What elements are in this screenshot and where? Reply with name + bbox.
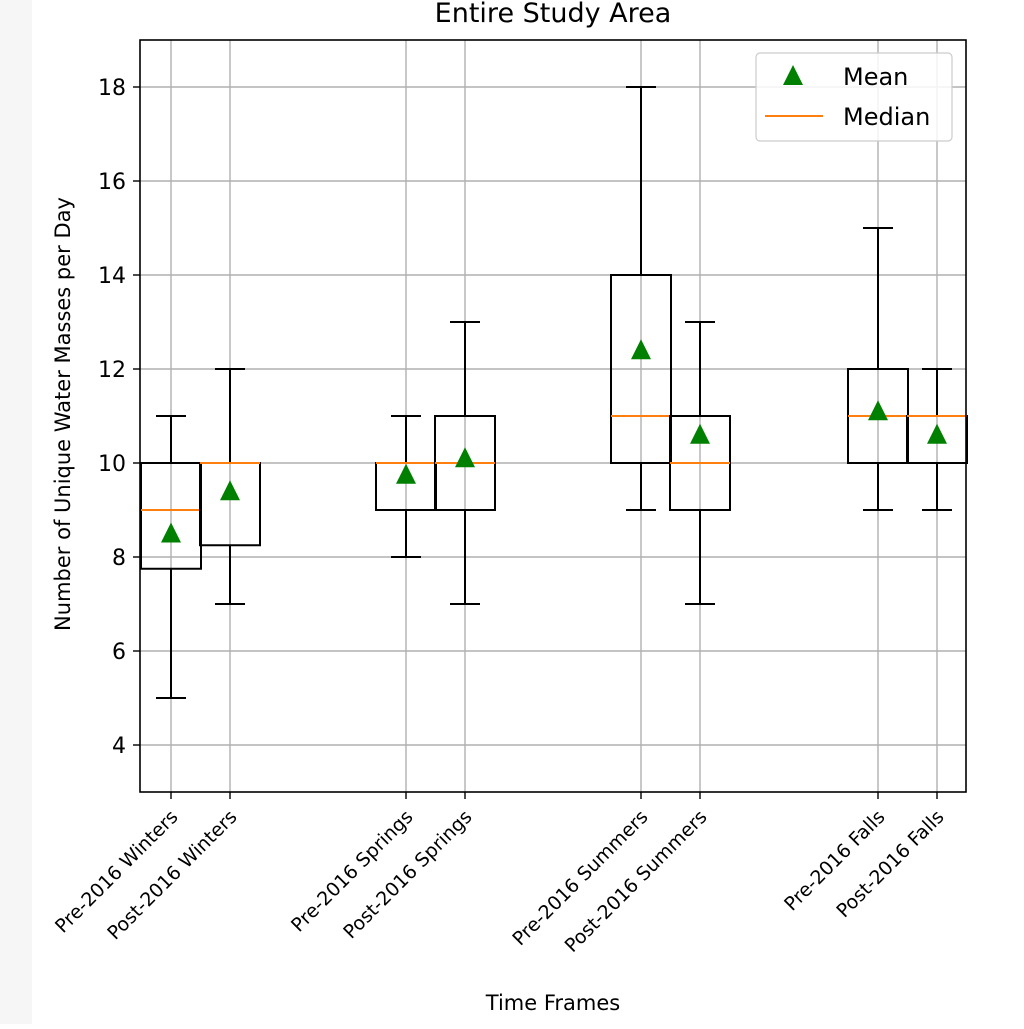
box-group [906,368,968,511]
box-group [140,415,202,699]
y-axis-label: Number of Unique Water Masses per Day [51,197,75,631]
left-margin-strip [0,0,32,1024]
x-tick-label: Post-2016 Falls [832,806,948,922]
mean-marker [927,423,947,444]
mean-marker [455,447,475,468]
legend-frame [755,52,953,142]
y-tick-label: 12 [98,358,126,383]
plot-frame [139,39,967,793]
y-tick-label: 14 [98,264,126,289]
box-group [669,321,731,605]
mean-marker [868,400,888,421]
box-group [610,86,672,511]
box-group [199,368,261,605]
mean-marker [161,522,181,543]
legend-mean-label: Mean [843,63,908,91]
box-group [434,321,496,605]
x-axis-label: Time Frames [485,991,620,1015]
legend-median-label: Median [843,103,930,131]
x-tick-label: Pre-2016 Falls [780,806,889,915]
legend: Mean Median [755,52,953,142]
y-tick-label: 10 [98,452,126,477]
y-tick-label: 4 [112,734,126,759]
y-tick-label: 6 [112,640,126,665]
y-tick-label: 8 [112,546,126,571]
box-plot-series [140,86,968,699]
mean-marker [690,423,710,444]
y-tick-label: 18 [98,76,126,101]
legend-mean-triangle [783,65,803,85]
box-iqr [610,274,672,464]
mean-marker [396,463,416,484]
chart-title: Entire Study Area [435,0,672,29]
box-group [375,415,437,558]
y-tick-label: 16 [98,170,126,195]
box-group [847,227,909,511]
mean-marker [631,339,651,360]
grid-lines [140,40,966,792]
mean-marker [220,480,240,501]
